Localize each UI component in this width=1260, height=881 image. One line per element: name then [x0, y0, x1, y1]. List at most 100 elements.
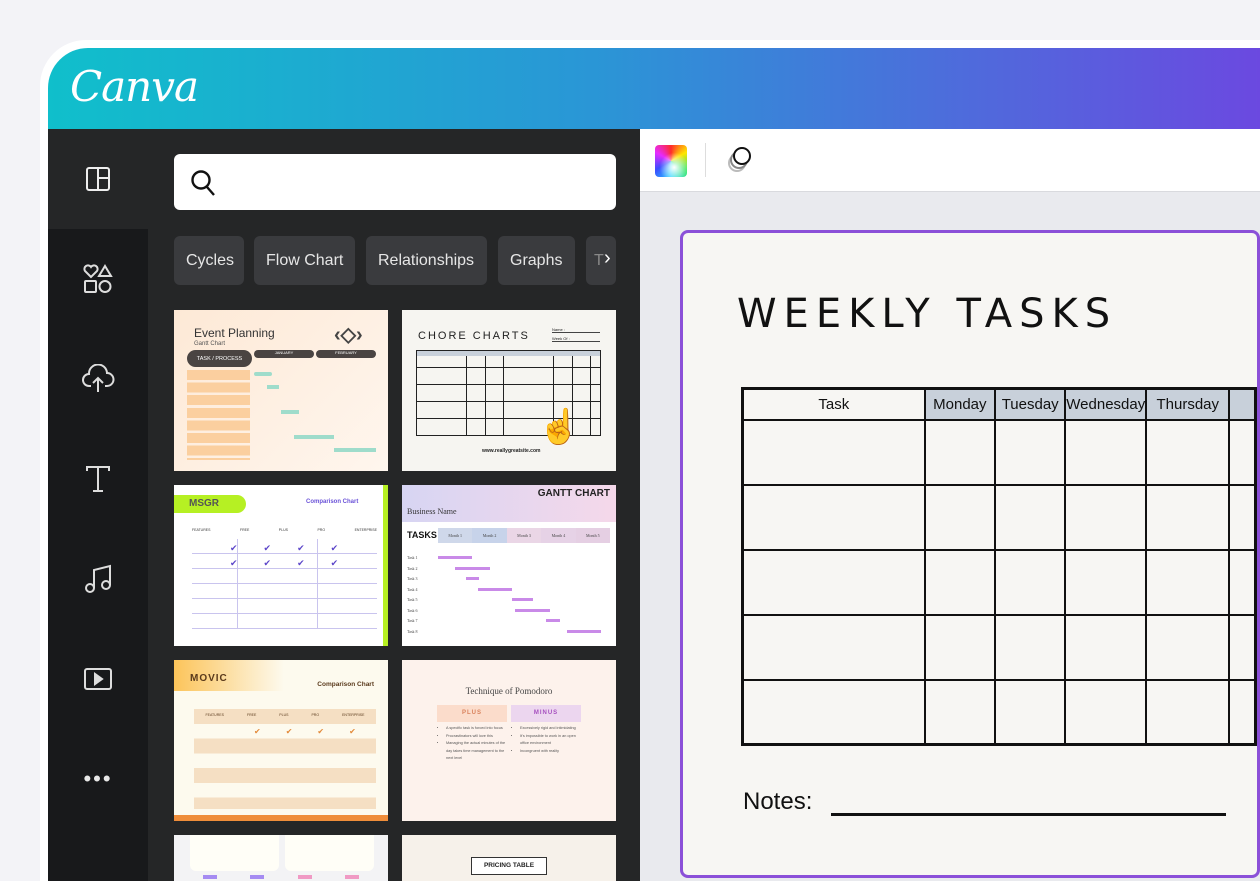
table-cell[interactable] — [994, 548, 1067, 616]
gantt-bar — [267, 385, 279, 389]
table-cell[interactable] — [1064, 613, 1148, 681]
document-title[interactable]: WEEKLY TASKS — [737, 291, 1118, 337]
template-chore-charts[interactable]: CHORE CHARTS Name : Week Of : www.really… — [402, 310, 616, 471]
chip-relationships[interactable]: Relationships — [366, 236, 487, 285]
chevron-right-icon[interactable]: › — [604, 247, 611, 269]
app-header: Canva — [48, 48, 1260, 129]
col-header: PRO — [317, 528, 326, 532]
search-icon — [191, 170, 215, 196]
chip-partial[interactable]: T — [586, 236, 616, 285]
chip-flow-chart[interactable]: Flow Chart — [254, 236, 355, 285]
table-cell[interactable] — [741, 613, 926, 681]
editor-toolbar — [640, 129, 1260, 192]
minus-item: Incongruent with reality — [520, 748, 580, 756]
table-cell[interactable] — [1228, 418, 1257, 486]
table-cell[interactable] — [994, 418, 1067, 486]
month-header: Month 1 — [438, 528, 473, 543]
plus-item: Procrastinators will love this — [446, 733, 506, 741]
table-cell[interactable] — [923, 613, 997, 681]
color-picker-icon[interactable] — [655, 145, 687, 177]
table-cell[interactable] — [1064, 418, 1148, 486]
more-icon: ••• — [83, 766, 113, 791]
task-label: Task 6 — [407, 607, 418, 613]
canva-logo[interactable]: Canva — [70, 62, 199, 111]
template-subtitle: Gantt Chart — [194, 341, 226, 347]
template-pomodoro[interactable]: Technique of Pomodoro PLUS MINUS A speci… — [402, 660, 616, 821]
column-header-task: Task — [741, 387, 926, 421]
chip-label: T — [594, 251, 604, 269]
table-cell[interactable] — [741, 548, 926, 616]
template-subtitle: Comparison Chart — [306, 499, 359, 505]
col-header: FREE — [239, 528, 250, 532]
task-label: Task 4 — [407, 586, 418, 592]
table-cell[interactable] — [1145, 483, 1231, 551]
template-title: GANTT CHART — [537, 488, 610, 499]
sidebar-item-elements[interactable] — [48, 229, 148, 329]
column-header-thursday: Thursday — [1145, 387, 1231, 421]
gantt-bar — [477, 587, 512, 591]
chip-graphs[interactable]: Graphs — [498, 236, 575, 285]
table-cell[interactable] — [1064, 483, 1148, 551]
logo-mark-icon: ‹◇› — [334, 324, 363, 346]
table-row — [741, 548, 1257, 616]
gantt-bar — [438, 556, 473, 559]
table-cell[interactable] — [994, 678, 1067, 746]
template-movic[interactable]: MOVIC Comparison Chart FEATURES FREE PLUS P… — [174, 660, 388, 821]
minus-item: It's impossible to work in an open offic… — [520, 733, 580, 748]
table-cell[interactable] — [1145, 678, 1231, 746]
template-gantt-chart[interactable]: GANTT CHART Business Name TASKS Month 1 … — [402, 485, 616, 646]
audio-icon — [85, 564, 111, 593]
template-title: MOVIC — [190, 673, 228, 684]
template-event-planning[interactable]: Event Planning Gantt Chart ‹◇› TASK / PR… — [174, 310, 388, 471]
sidebar-item-text[interactable] — [48, 429, 148, 529]
sidebar-item-more[interactable]: ••• — [48, 729, 148, 829]
chip-cycles[interactable]: Cycles — [174, 236, 244, 285]
sidebar-item-video[interactable] — [48, 629, 148, 729]
table-cell[interactable] — [923, 483, 997, 551]
month-header: Month 2 — [472, 528, 507, 543]
minus-header: MINUS — [511, 705, 581, 722]
table-cell[interactable] — [1228, 548, 1257, 616]
table-cell[interactable] — [994, 613, 1067, 681]
table-cell[interactable] — [741, 418, 926, 486]
notes-line[interactable] — [831, 813, 1226, 816]
minus-item: Excessively rigid and intimidating — [520, 725, 580, 733]
sidebar-item-design[interactable] — [48, 129, 148, 229]
search-field[interactable] — [226, 164, 596, 200]
column-header-monday: Monday — [923, 387, 997, 421]
design-page[interactable]: WEEKLY TASKS Task Monday Tuesday Wednesd… — [680, 230, 1260, 878]
table-cell[interactable] — [1145, 548, 1231, 616]
table-cell[interactable] — [1145, 418, 1231, 486]
table-cell[interactable] — [1228, 678, 1257, 746]
table-cell[interactable] — [1145, 613, 1231, 681]
table-cell[interactable] — [1064, 678, 1148, 746]
table-row — [741, 678, 1257, 746]
column-header-tuesday: Tuesday — [994, 387, 1067, 421]
col-header: FEATURES — [205, 713, 224, 717]
template-msgr[interactable]: MSGR Comparison Chart FEATURES FREE PLUS PR… — [174, 485, 388, 646]
uploads-icon — [82, 364, 115, 392]
template-pricing-table[interactable]: PRICING TABLE — [402, 835, 616, 881]
table-cell[interactable] — [994, 483, 1067, 551]
check-icons: ✔✔✔✔✔✔✔✔✔✔✔✔✔✔✔✔✔✔✔✔✔✔✔✔ — [254, 727, 374, 736]
sidebar-item-uploads[interactable] — [48, 329, 148, 429]
table-cell[interactable] — [923, 678, 997, 746]
table-cell[interactable] — [1228, 613, 1257, 681]
sidebar-item-audio[interactable] — [48, 529, 148, 629]
gantt-bar — [511, 598, 533, 601]
search-input[interactable] — [174, 154, 616, 210]
template-partial[interactable] — [174, 835, 388, 881]
month-header: Month 5 — [575, 528, 611, 543]
comparison-grid — [192, 539, 377, 629]
weekly-tasks-table[interactable]: Task Monday Tuesday Wednesday Thursday — [741, 387, 1257, 746]
table-cell[interactable] — [923, 548, 997, 616]
table-cell[interactable] — [741, 678, 926, 746]
table-cell[interactable] — [1228, 483, 1257, 551]
table-cell[interactable] — [741, 483, 926, 551]
table-cell[interactable] — [923, 418, 997, 486]
month-label: JANUARY — [254, 350, 314, 358]
transparency-icon[interactable] — [726, 144, 756, 176]
task-rows — [187, 370, 250, 460]
notes-label: Notes: — [743, 788, 813, 815]
table-cell[interactable] — [1064, 548, 1148, 616]
